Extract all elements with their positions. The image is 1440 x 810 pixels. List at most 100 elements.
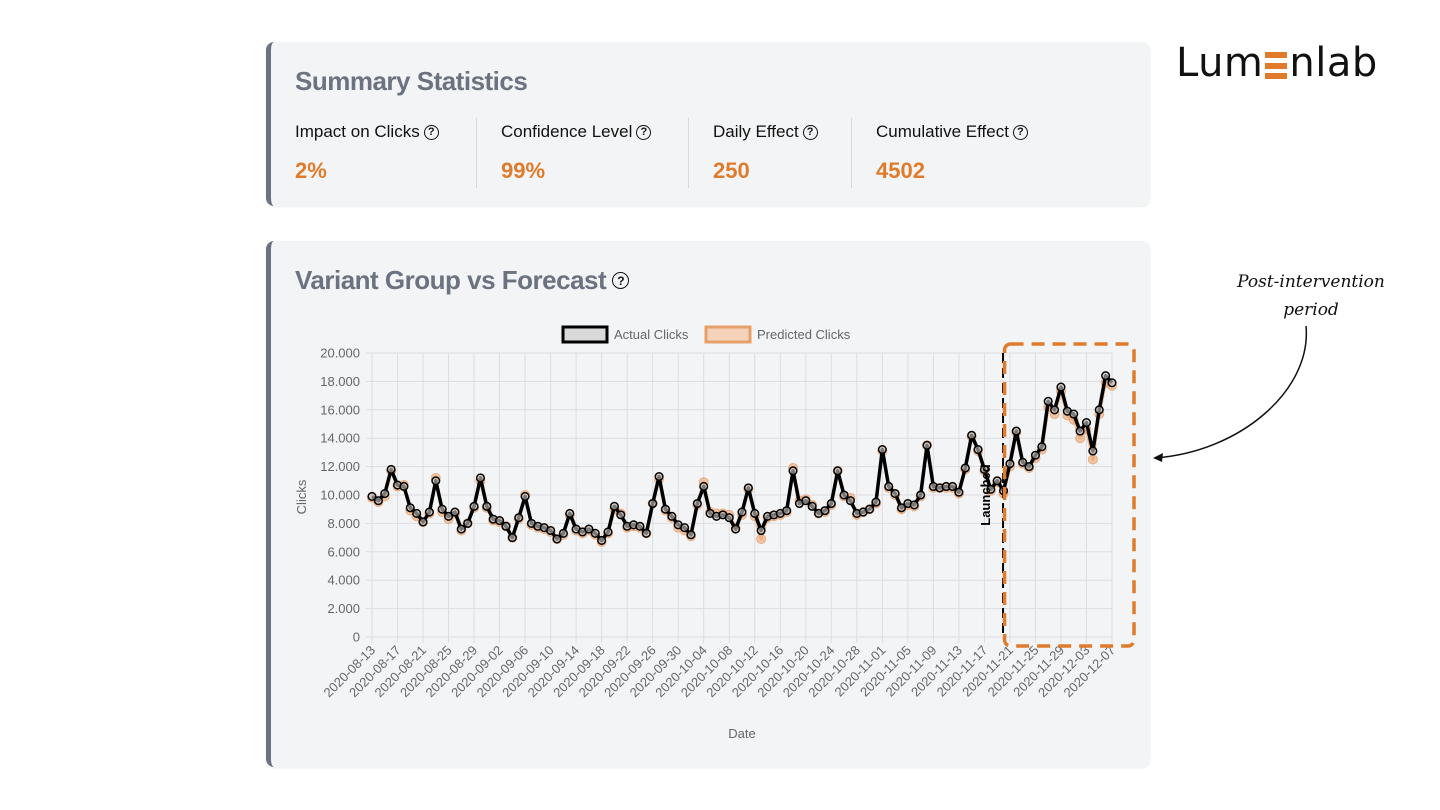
- actual-point: [418, 517, 428, 527]
- actual-point: [1050, 405, 1060, 415]
- legend: Actual Clicks Predicted Clicks: [561, 325, 851, 344]
- stat-cumulative-effect: Cumulative Effect? 4502: [876, 118, 1080, 188]
- actual-point: [1011, 426, 1021, 436]
- actual-point: [590, 528, 600, 538]
- actual-point: [896, 503, 907, 513]
- stat-label: Impact on Clicks: [295, 122, 420, 141]
- actual-point: [967, 430, 977, 440]
- actual-point: [865, 504, 875, 514]
- actual-point: [743, 483, 753, 493]
- actual-point: [788, 466, 798, 476]
- y-tick-label: 8.000: [327, 516, 360, 531]
- actual-point: [1075, 426, 1085, 436]
- predicted-point: [756, 534, 767, 545]
- stat-confidence-level: Confidence Level? 99%: [501, 118, 689, 188]
- actual-point: [884, 481, 894, 492]
- stat-value: 2%: [295, 158, 327, 183]
- actual-point: [807, 501, 817, 511]
- actual-point: [558, 528, 568, 538]
- actual-point: [444, 511, 454, 521]
- actual-point: [450, 507, 460, 517]
- y-tick-label: 20.000: [320, 346, 360, 361]
- actual-point: [412, 508, 422, 519]
- actual-point: [648, 498, 658, 509]
- actual-point: [724, 513, 734, 523]
- actual-point: [456, 524, 466, 534]
- actual-point: [750, 508, 760, 519]
- launch-label: Launched: [978, 464, 993, 525]
- help-icon[interactable]: ?: [636, 124, 652, 140]
- help-icon[interactable]: ?: [802, 124, 818, 140]
- x-axis: 2020-08-132020-08-172020-08-212020-08-25…: [320, 643, 1118, 701]
- actual-point: [699, 481, 709, 492]
- actual-point: [609, 501, 619, 511]
- actual-point: [616, 510, 626, 520]
- actual-point: [565, 508, 575, 519]
- logo-text-prefix: Lum: [1176, 40, 1264, 86]
- actual-point: [437, 504, 447, 514]
- actual-point: [756, 525, 766, 536]
- stat-value: 4502: [876, 158, 925, 183]
- actual-point: [520, 491, 530, 501]
- actual-point: [635, 521, 645, 531]
- legend-label-predicted[interactable]: Predicted Clicks: [757, 327, 851, 342]
- actual-point: [431, 476, 441, 486]
- actual-point: [680, 523, 690, 533]
- stat-label: Cumulative Effect: [876, 122, 1009, 141]
- actual-point: [1069, 409, 1079, 419]
- x-axis-title: Date: [728, 726, 755, 741]
- actual-point: [501, 521, 511, 531]
- actual-point: [973, 445, 983, 455]
- y-axis: 0 2.000 4.000 6.000 8.000 10.000 12.000 14.000 1…: [320, 346, 360, 645]
- actual-point: [833, 466, 843, 476]
- actual-point: [1005, 459, 1015, 469]
- lumenlab-logo: Lum nlab: [1176, 40, 1378, 86]
- predicted-point: [1087, 454, 1098, 465]
- grid: [366, 352, 1113, 643]
- series-actual-clicks: [367, 371, 1117, 545]
- y-tick-label: 4.000: [327, 573, 360, 588]
- actual-point: [482, 501, 492, 511]
- logo-e-mark-icon: [1265, 52, 1288, 79]
- actual-point: [475, 473, 485, 483]
- actual-point: [782, 506, 792, 516]
- actual-point: [654, 471, 664, 482]
- actual-point: [584, 524, 594, 534]
- help-icon[interactable]: ?: [612, 272, 630, 289]
- actual-point: [871, 497, 881, 507]
- annotation-arrowhead-icon: [1153, 453, 1163, 462]
- actual-point: [1018, 457, 1028, 467]
- actual-point: [737, 507, 747, 517]
- stat-label: Confidence Level: [501, 122, 633, 141]
- help-icon[interactable]: ?: [423, 124, 439, 140]
- actual-point: [890, 489, 900, 499]
- y-tick-label: 14.000: [320, 431, 360, 446]
- actual-point: [367, 491, 377, 501]
- stats-row: Impact on Clicks? 2% Confidence Level? 9…: [295, 118, 1104, 188]
- stat-label: Daily Effect: [713, 122, 799, 141]
- legend-label-actual[interactable]: Actual Clicks: [614, 327, 689, 342]
- actual-point: [986, 484, 996, 494]
- help-icon[interactable]: ?: [1012, 124, 1028, 140]
- actual-point: [660, 504, 670, 514]
- actual-point: [979, 464, 989, 474]
- stat-value: 99%: [501, 158, 546, 183]
- actual-point: [826, 498, 836, 509]
- legend-swatch-actual[interactable]: [561, 325, 609, 344]
- actual-point: [405, 503, 415, 513]
- actual-point: [1024, 462, 1034, 472]
- actual-point: [469, 501, 479, 511]
- legend-swatch-predicted[interactable]: [704, 325, 752, 344]
- actual-point: [603, 527, 613, 537]
- post-intervention-annotation: Post-intervention period: [1236, 268, 1386, 324]
- stat-value: 250: [713, 158, 750, 183]
- y-axis-title: Clicks: [294, 479, 309, 514]
- stat-daily-effect: Daily Effect? 250: [713, 118, 852, 188]
- actual-point: [916, 490, 926, 500]
- actual-point: [820, 506, 830, 516]
- actual-point: [686, 530, 696, 540]
- annotation-arrow-icon: [1154, 325, 1307, 459]
- actual-point: [1107, 378, 1117, 388]
- actual-point: [507, 533, 517, 543]
